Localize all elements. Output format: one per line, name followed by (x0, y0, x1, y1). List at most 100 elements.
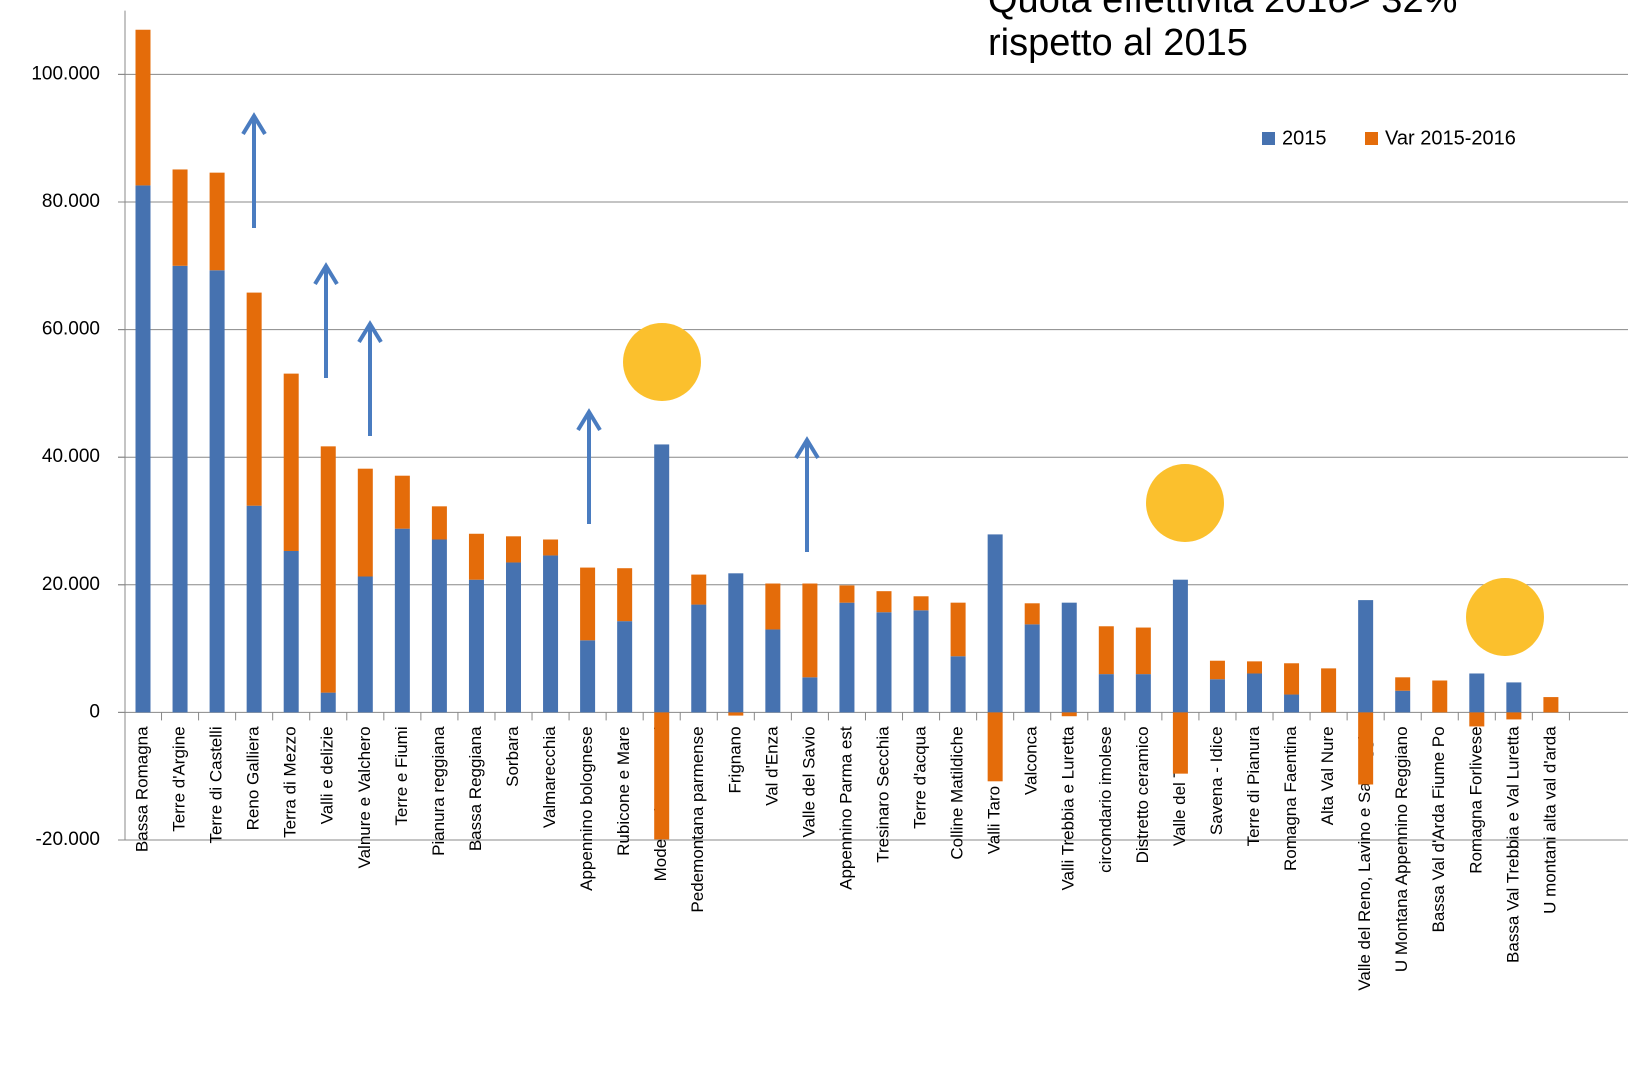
bar-segment (320, 446, 336, 693)
x-tick-label: Rubicone e Mare (614, 726, 633, 855)
bar-segment (1209, 679, 1225, 713)
bar-segment (617, 568, 633, 622)
bar-segment (1358, 600, 1374, 713)
x-tick-label: Frignano (725, 726, 744, 793)
x-tick-label: Bassa Reggiana (466, 726, 485, 851)
x-tick-label: Terre d'Argine (170, 726, 189, 831)
bar-segment (1024, 624, 1040, 713)
y-tick-label: 0 (89, 701, 100, 722)
bar-segment (765, 583, 781, 630)
bar-segment (209, 172, 225, 271)
x-tick-label: Reno Galliera (244, 726, 263, 830)
x-tick-label: Terre di Castelli (207, 726, 226, 843)
bar-segment (1284, 663, 1300, 695)
bar-segment (1135, 674, 1151, 713)
bar-segment (506, 536, 521, 563)
bar-segment (876, 591, 892, 613)
x-tick-label: Valli Trebbia e Luretta (1059, 726, 1078, 891)
x-tick-label: Valmarecchia (540, 726, 559, 828)
x-tick-label: circondario imolese (1096, 726, 1115, 872)
bar-segment (1321, 668, 1337, 713)
bar-segment (691, 604, 707, 713)
y-tick-label: 40.000 (42, 446, 100, 467)
arrows (241, 112, 820, 552)
bar-segment (209, 270, 225, 713)
bar-segment (320, 692, 336, 713)
bar-segment (1432, 680, 1448, 713)
bar-segment (1209, 660, 1225, 680)
x-tick-label: Romagna Forlivese (1466, 726, 1485, 873)
x-tick-label: Val d'Enza (762, 726, 781, 806)
bar-segment (543, 539, 559, 556)
x-tick-label: Pedemontana parmense (688, 726, 707, 912)
bar-segment (950, 656, 966, 713)
bar-segment (839, 602, 855, 713)
bar-segment (913, 596, 929, 611)
y-tick-label: 100.000 (31, 63, 100, 84)
bar-segment (1247, 673, 1262, 713)
bar-segment (394, 475, 410, 529)
x-tick-label: Distretto ceramico (1133, 726, 1152, 863)
bar-segment (283, 550, 299, 713)
bar-segment (1358, 712, 1374, 785)
y-tick-label: 20.000 (42, 574, 100, 595)
bar-segment (876, 612, 892, 713)
bar-segment (468, 579, 484, 713)
bar-segment (1284, 694, 1300, 713)
bar-segment (357, 576, 373, 713)
bar-segment (1543, 697, 1559, 713)
bar-segment (1061, 602, 1077, 713)
legend-swatch (1365, 132, 1378, 145)
bar-segment (1247, 661, 1262, 674)
bar-segment (580, 640, 596, 713)
bar-segment (1395, 677, 1411, 691)
bar-segment (1395, 690, 1411, 713)
x-tick-label: Pianura reggiana (429, 726, 448, 856)
y-tick-label: -20.000 (36, 829, 100, 850)
bar-segment (431, 506, 447, 540)
legend-label: Var 2015-2016 (1385, 127, 1516, 149)
bar-segment (987, 534, 1003, 713)
x-tick-label: Appennino Parma est (836, 726, 855, 890)
x-tick-label: Appennino bolognese (577, 726, 596, 890)
x-tick-label: Bassa Val Trebbia e Val Luretta (1503, 726, 1522, 963)
legend-label: 2015 (1282, 127, 1327, 149)
x-tick-label: U montani alta val d'arda (1540, 726, 1559, 914)
x-tick-label: Valconca (1022, 726, 1041, 795)
x-tick-label: Bassa Romagna (132, 726, 151, 852)
bar-segment (246, 292, 262, 506)
y-tick-label: 80.000 (42, 191, 100, 212)
bar-segment (357, 468, 373, 577)
x-tick-label: Romagna Faentina (1281, 726, 1300, 871)
bar-segment (394, 528, 410, 713)
bar-segment (1469, 712, 1485, 727)
bar-segment (135, 29, 151, 186)
x-tick-label: Valle del Reno, Lavino e Samoggia (1355, 726, 1374, 991)
bar-segment (987, 712, 1003, 782)
bar-segment (1172, 579, 1188, 713)
bar-segment (1506, 712, 1522, 720)
bar-segment (431, 539, 447, 713)
x-tick-label: Terre d'acqua (911, 726, 930, 829)
bar-segment (1506, 682, 1522, 713)
x-tick-label: Valli e delizie (318, 726, 337, 824)
bar-segment (1024, 603, 1040, 625)
bar-segment (172, 265, 188, 713)
bar-segment (728, 712, 744, 716)
bar-segment (468, 533, 484, 580)
bar-segment (654, 444, 670, 713)
bar-segment (802, 583, 818, 678)
bar-segment (172, 169, 188, 266)
x-tick-label: Valnure e Valchero (355, 726, 374, 868)
x-tick-label: Sorbara (503, 726, 522, 787)
bar-segment (1469, 673, 1485, 713)
x-tick-label: Savena - Idice (1207, 726, 1226, 835)
x-tick-label: Alta Val Nure (1318, 726, 1337, 825)
bar-segment (135, 185, 151, 713)
legend-swatch (1262, 132, 1275, 145)
bar-segment (839, 585, 855, 603)
bar-segment (691, 574, 707, 605)
x-tick-label: U Montana Appennino Reggiano (1392, 726, 1411, 972)
bar-segment (1172, 712, 1188, 774)
